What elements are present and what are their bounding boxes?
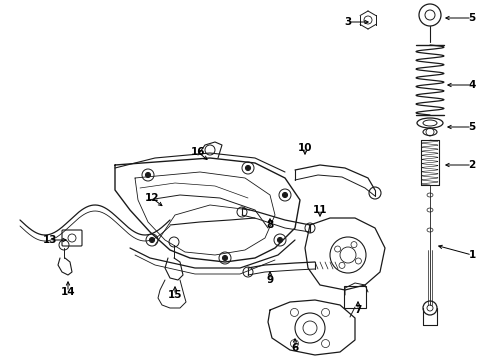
Circle shape <box>277 238 283 243</box>
Circle shape <box>149 238 154 243</box>
Text: 13: 13 <box>43 235 57 245</box>
Text: 7: 7 <box>354 305 362 315</box>
Text: 4: 4 <box>468 80 476 90</box>
Circle shape <box>283 193 288 198</box>
Text: 16: 16 <box>191 147 205 157</box>
Text: 15: 15 <box>168 290 182 300</box>
Text: 11: 11 <box>313 205 327 215</box>
Text: 10: 10 <box>298 143 312 153</box>
Text: 6: 6 <box>292 343 298 353</box>
Circle shape <box>146 172 150 177</box>
Text: 8: 8 <box>267 220 273 230</box>
Text: 2: 2 <box>468 160 476 170</box>
Text: 14: 14 <box>61 287 75 297</box>
Text: 9: 9 <box>267 275 273 285</box>
Circle shape <box>245 166 250 171</box>
Text: 12: 12 <box>145 193 159 203</box>
Text: 3: 3 <box>344 17 352 27</box>
Circle shape <box>222 256 227 261</box>
Text: 1: 1 <box>468 250 476 260</box>
Text: 5: 5 <box>468 13 476 23</box>
Text: 5: 5 <box>468 122 476 132</box>
